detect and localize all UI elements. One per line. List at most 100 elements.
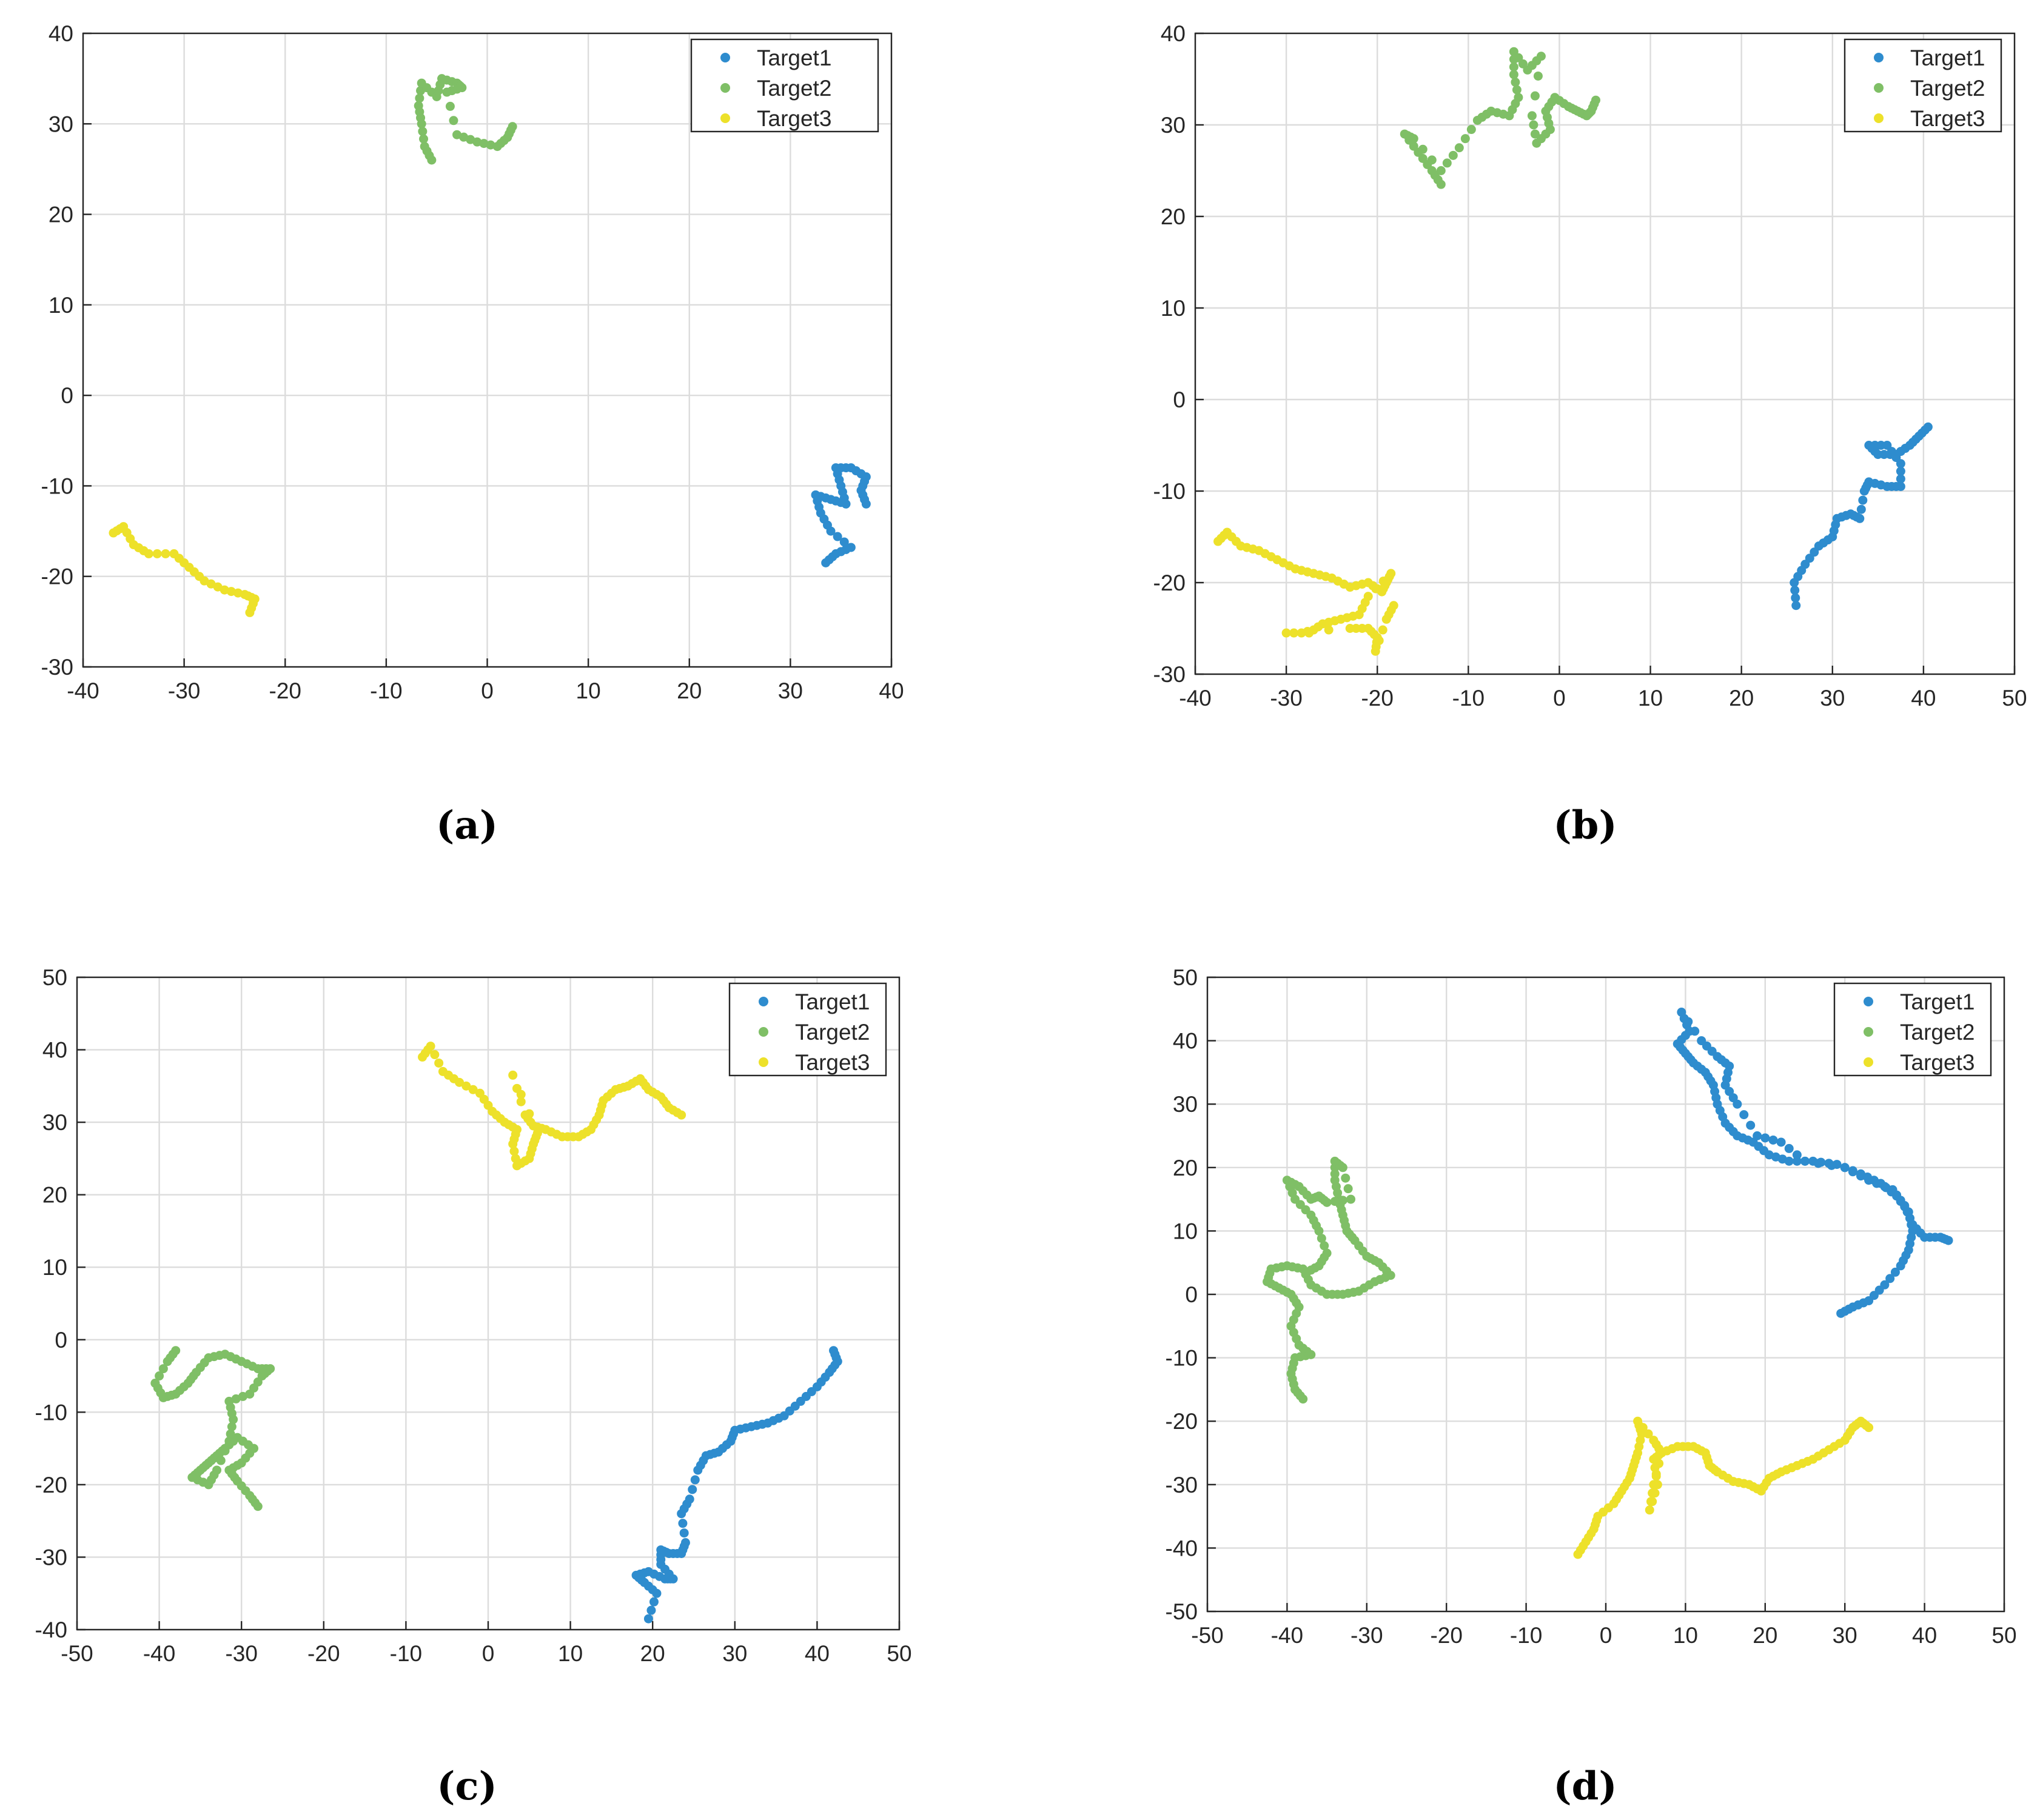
chart-b-target2-point-32 bbox=[1511, 78, 1520, 87]
chart-a-target1-point-7 bbox=[839, 537, 849, 547]
chart-a-caption: (a) bbox=[436, 803, 498, 848]
chart-c-target3-point-4 bbox=[430, 1050, 440, 1060]
chart-d-target2-point-86 bbox=[1343, 1184, 1353, 1194]
chart-b-legend-box bbox=[1844, 38, 2002, 133]
chart-a-series-target1 bbox=[811, 463, 871, 567]
chart-b-target3-point-68 bbox=[1378, 625, 1387, 635]
chart-b-legend-label-target2: Target2 bbox=[1910, 76, 1985, 101]
chart-b-xtick-label-1: -30 bbox=[1270, 686, 1302, 711]
chart-d-target2-point-111 bbox=[1314, 1226, 1324, 1236]
chart-b-xtick-label-3: -10 bbox=[1452, 686, 1485, 711]
chart-a-series-target2 bbox=[414, 74, 517, 165]
chart-c: -50 -40 -30 -20 -10 0 10 20 30 40 50-40-30-20-1001… bbox=[35, 965, 912, 1809]
chart-a-series-target3 bbox=[109, 522, 260, 617]
chart-a-xtick-label-8: 40 bbox=[879, 678, 904, 703]
chart-a-xtick-label-6: 20 bbox=[677, 678, 702, 703]
chart-c-target3-point-9 bbox=[455, 1077, 465, 1087]
chart-c-legend-label-target1: Target1 bbox=[795, 989, 870, 1014]
chart-c-ytick-label-4: 0 bbox=[55, 1328, 67, 1353]
chart-d-target1-point-75 bbox=[1677, 1008, 1686, 1017]
chart-a-xtick-label-3: -10 bbox=[370, 678, 402, 703]
chart-b-ytick-label-2: -10 bbox=[1153, 479, 1186, 504]
chart-b-caption: (b) bbox=[1553, 803, 1617, 848]
chart-c-ytick-label-5: 10 bbox=[42, 1255, 67, 1280]
chart-b-ytick-label-6: 30 bbox=[1161, 113, 1186, 138]
chart-b-xtick-label-4: 0 bbox=[1553, 686, 1566, 711]
chart-b-target2-point-16 bbox=[1442, 158, 1452, 168]
chart-c-xtick-label-4: -10 bbox=[390, 1641, 422, 1666]
chart-b-target3-point-67 bbox=[1374, 636, 1384, 646]
chart-b-target3-point-55 bbox=[1303, 627, 1312, 637]
chart-b-target2-point-72 bbox=[1591, 95, 1600, 105]
chart-b-target3-point-36 bbox=[1386, 569, 1396, 578]
chart-c-ytick-label-0: -40 bbox=[35, 1618, 67, 1642]
chart-d-ytick-label-9: 40 bbox=[1173, 1029, 1198, 1054]
chart-a-target2-point-42 bbox=[508, 122, 517, 132]
chart-b-target2-point-17 bbox=[1448, 150, 1458, 160]
chart-c-series-target1 bbox=[631, 1346, 842, 1624]
chart-b-xtick-label-0: -40 bbox=[1179, 686, 1211, 711]
chart-b-tick-labels: -40 -30 -20 -10 0 10 20 30 40 50-30-20-1001020304… bbox=[1153, 21, 2027, 711]
chart-a-target3-point-11 bbox=[161, 549, 170, 558]
chart-d-target1-point-94 bbox=[1760, 1133, 1770, 1143]
chart-d-target3-point-47 bbox=[1650, 1463, 1660, 1473]
chart-d-target2-point-78 bbox=[1330, 1176, 1340, 1185]
chart-d-xtick-label-9: 40 bbox=[1912, 1623, 1937, 1648]
chart-a-legend-label-target1: Target1 bbox=[757, 45, 831, 70]
chart-b-target1-point-35 bbox=[1896, 466, 1905, 476]
chart-a-target2-point-5 bbox=[418, 127, 428, 136]
chart-a-target2-point-28 bbox=[445, 101, 455, 111]
chart-d-target1-point-105 bbox=[1864, 1176, 1874, 1185]
chart-b-target3-point-37 bbox=[1378, 576, 1388, 586]
chart-a-legend-marker-target2 bbox=[720, 83, 730, 93]
chart-c-tick-labels: -50 -40 -30 -20 -10 0 10 20 30 40 50-40-30-20-1001… bbox=[35, 965, 912, 1666]
chart-c-series-target2 bbox=[150, 1346, 275, 1511]
chart-d-target3-point-44 bbox=[1650, 1488, 1660, 1498]
chart-d-legend-label-target1: Target1 bbox=[1900, 989, 1975, 1014]
chart-c-target2-point-40 bbox=[216, 1456, 226, 1465]
chart-d-target1-point-104 bbox=[1856, 1171, 1865, 1181]
chart-b-target3-point-66 bbox=[1371, 646, 1380, 656]
chart-d-target2-point-113 bbox=[1320, 1241, 1329, 1251]
chart-c-target1-point-0 bbox=[643, 1614, 653, 1624]
chart-d-target1-point-96 bbox=[1776, 1137, 1786, 1147]
chart-a-target1-point-8 bbox=[833, 532, 842, 541]
chart-d-target3-point-46 bbox=[1651, 1471, 1661, 1481]
chart-c-legend-marker-target1 bbox=[759, 997, 768, 1006]
chart-b-target1-point-21 bbox=[1855, 514, 1865, 523]
chart-d-target1-point-92 bbox=[1746, 1120, 1756, 1130]
chart-c-target2-point-85 bbox=[155, 1371, 164, 1381]
chart-d-ytick-label-5: 0 bbox=[1185, 1282, 1198, 1307]
chart-d-ytick-label-3: -20 bbox=[1166, 1409, 1198, 1434]
chart-a: -40 -30 -20 -10 0 10 20 30 40-30-20-10010203040 … bbox=[41, 21, 904, 848]
chart-b-xtick-label-9: 50 bbox=[2002, 686, 2027, 711]
chart-c-xtick-label-5: 0 bbox=[482, 1641, 495, 1666]
chart-d-target3-point-31 bbox=[1638, 1423, 1648, 1433]
chart-a-series bbox=[109, 74, 871, 617]
chart-c-target2-point-42 bbox=[224, 1436, 234, 1446]
chart-d-target3-point-30 bbox=[1633, 1416, 1643, 1426]
chart-c-legend-marker-target2 bbox=[759, 1027, 768, 1037]
chart-a-ytick-label-0: -30 bbox=[41, 655, 73, 680]
chart-b-target2-point-19 bbox=[1460, 134, 1470, 144]
chart-c-ytick-label-6: 20 bbox=[42, 1183, 67, 1208]
chart-a-legend-marker-target1 bbox=[720, 53, 730, 62]
chart-c-target3-point-39 bbox=[508, 1070, 518, 1080]
chart-c-target1-point-33 bbox=[680, 1538, 690, 1548]
chart-c-xtick-label-8: 30 bbox=[722, 1641, 747, 1666]
chart-d-target1-point-38 bbox=[1792, 1156, 1802, 1166]
chart-b-target2-point-12 bbox=[1409, 134, 1418, 144]
chart-d-target1-point-93 bbox=[1753, 1131, 1762, 1140]
chart-b-target2-point-46 bbox=[1529, 120, 1538, 130]
chart-c-xtick-label-3: -20 bbox=[307, 1641, 340, 1666]
chart-d-series-target1 bbox=[1673, 1008, 1953, 1318]
chart-a-legend-label-target3: Target3 bbox=[757, 106, 831, 131]
chart-c-target1-point-34 bbox=[679, 1528, 689, 1538]
chart-b-target1-point-34 bbox=[1896, 474, 1905, 484]
chart-b-axes bbox=[1194, 32, 2016, 675]
chart-b-ytick-label-0: -30 bbox=[1153, 662, 1186, 687]
chart-d-target1-point-107 bbox=[1880, 1182, 1890, 1191]
chart-d-target2-point-87 bbox=[1346, 1194, 1356, 1204]
chart-c-target2-point-49 bbox=[231, 1394, 241, 1403]
